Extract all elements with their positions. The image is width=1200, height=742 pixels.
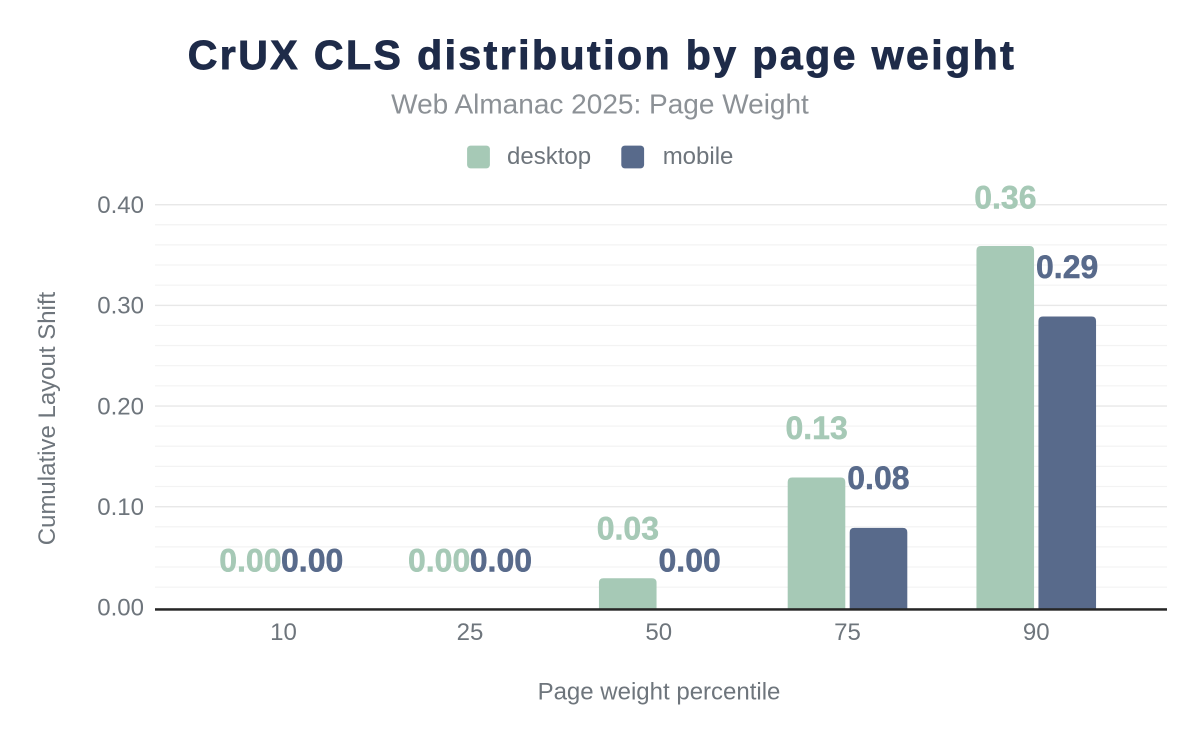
svg-text:0.29: 0.29 [1036, 249, 1098, 285]
svg-text:Cumulative Layout Shift: Cumulative Layout Shift [34, 291, 61, 545]
svg-text:Page weight percentile: Page weight percentile [538, 679, 781, 706]
svg-text:0.00: 0.00 [281, 542, 343, 578]
svg-text:10: 10 [270, 619, 297, 646]
svg-text:0.00: 0.00 [470, 542, 532, 578]
svg-text:75: 75 [834, 619, 861, 646]
svg-text:desktop: desktop [507, 143, 591, 170]
svg-text:mobile: mobile [663, 143, 734, 170]
svg-text:CrUX CLS distribution by page: CrUX CLS distribution by page weight [188, 32, 1017, 78]
svg-text:0.36: 0.36 [974, 179, 1036, 215]
svg-text:0.00: 0.00 [219, 542, 281, 578]
svg-text:0.13: 0.13 [785, 410, 847, 446]
svg-text:0.10: 0.10 [97, 494, 144, 521]
svg-text:0.20: 0.20 [97, 393, 144, 420]
svg-text:0.03: 0.03 [597, 511, 659, 547]
svg-text:0.30: 0.30 [97, 293, 144, 320]
svg-text:0.00: 0.00 [659, 542, 721, 578]
svg-text:25: 25 [457, 619, 484, 646]
svg-text:0.00: 0.00 [97, 595, 144, 622]
svg-text:0.08: 0.08 [847, 460, 909, 496]
svg-text:90: 90 [1023, 619, 1050, 646]
svg-text:50: 50 [645, 619, 672, 646]
svg-text:0.40: 0.40 [97, 192, 144, 219]
svg-text:Web Almanac 2025: Page Weight: Web Almanac 2025: Page Weight [391, 89, 809, 120]
svg-text:0.00: 0.00 [408, 542, 470, 578]
